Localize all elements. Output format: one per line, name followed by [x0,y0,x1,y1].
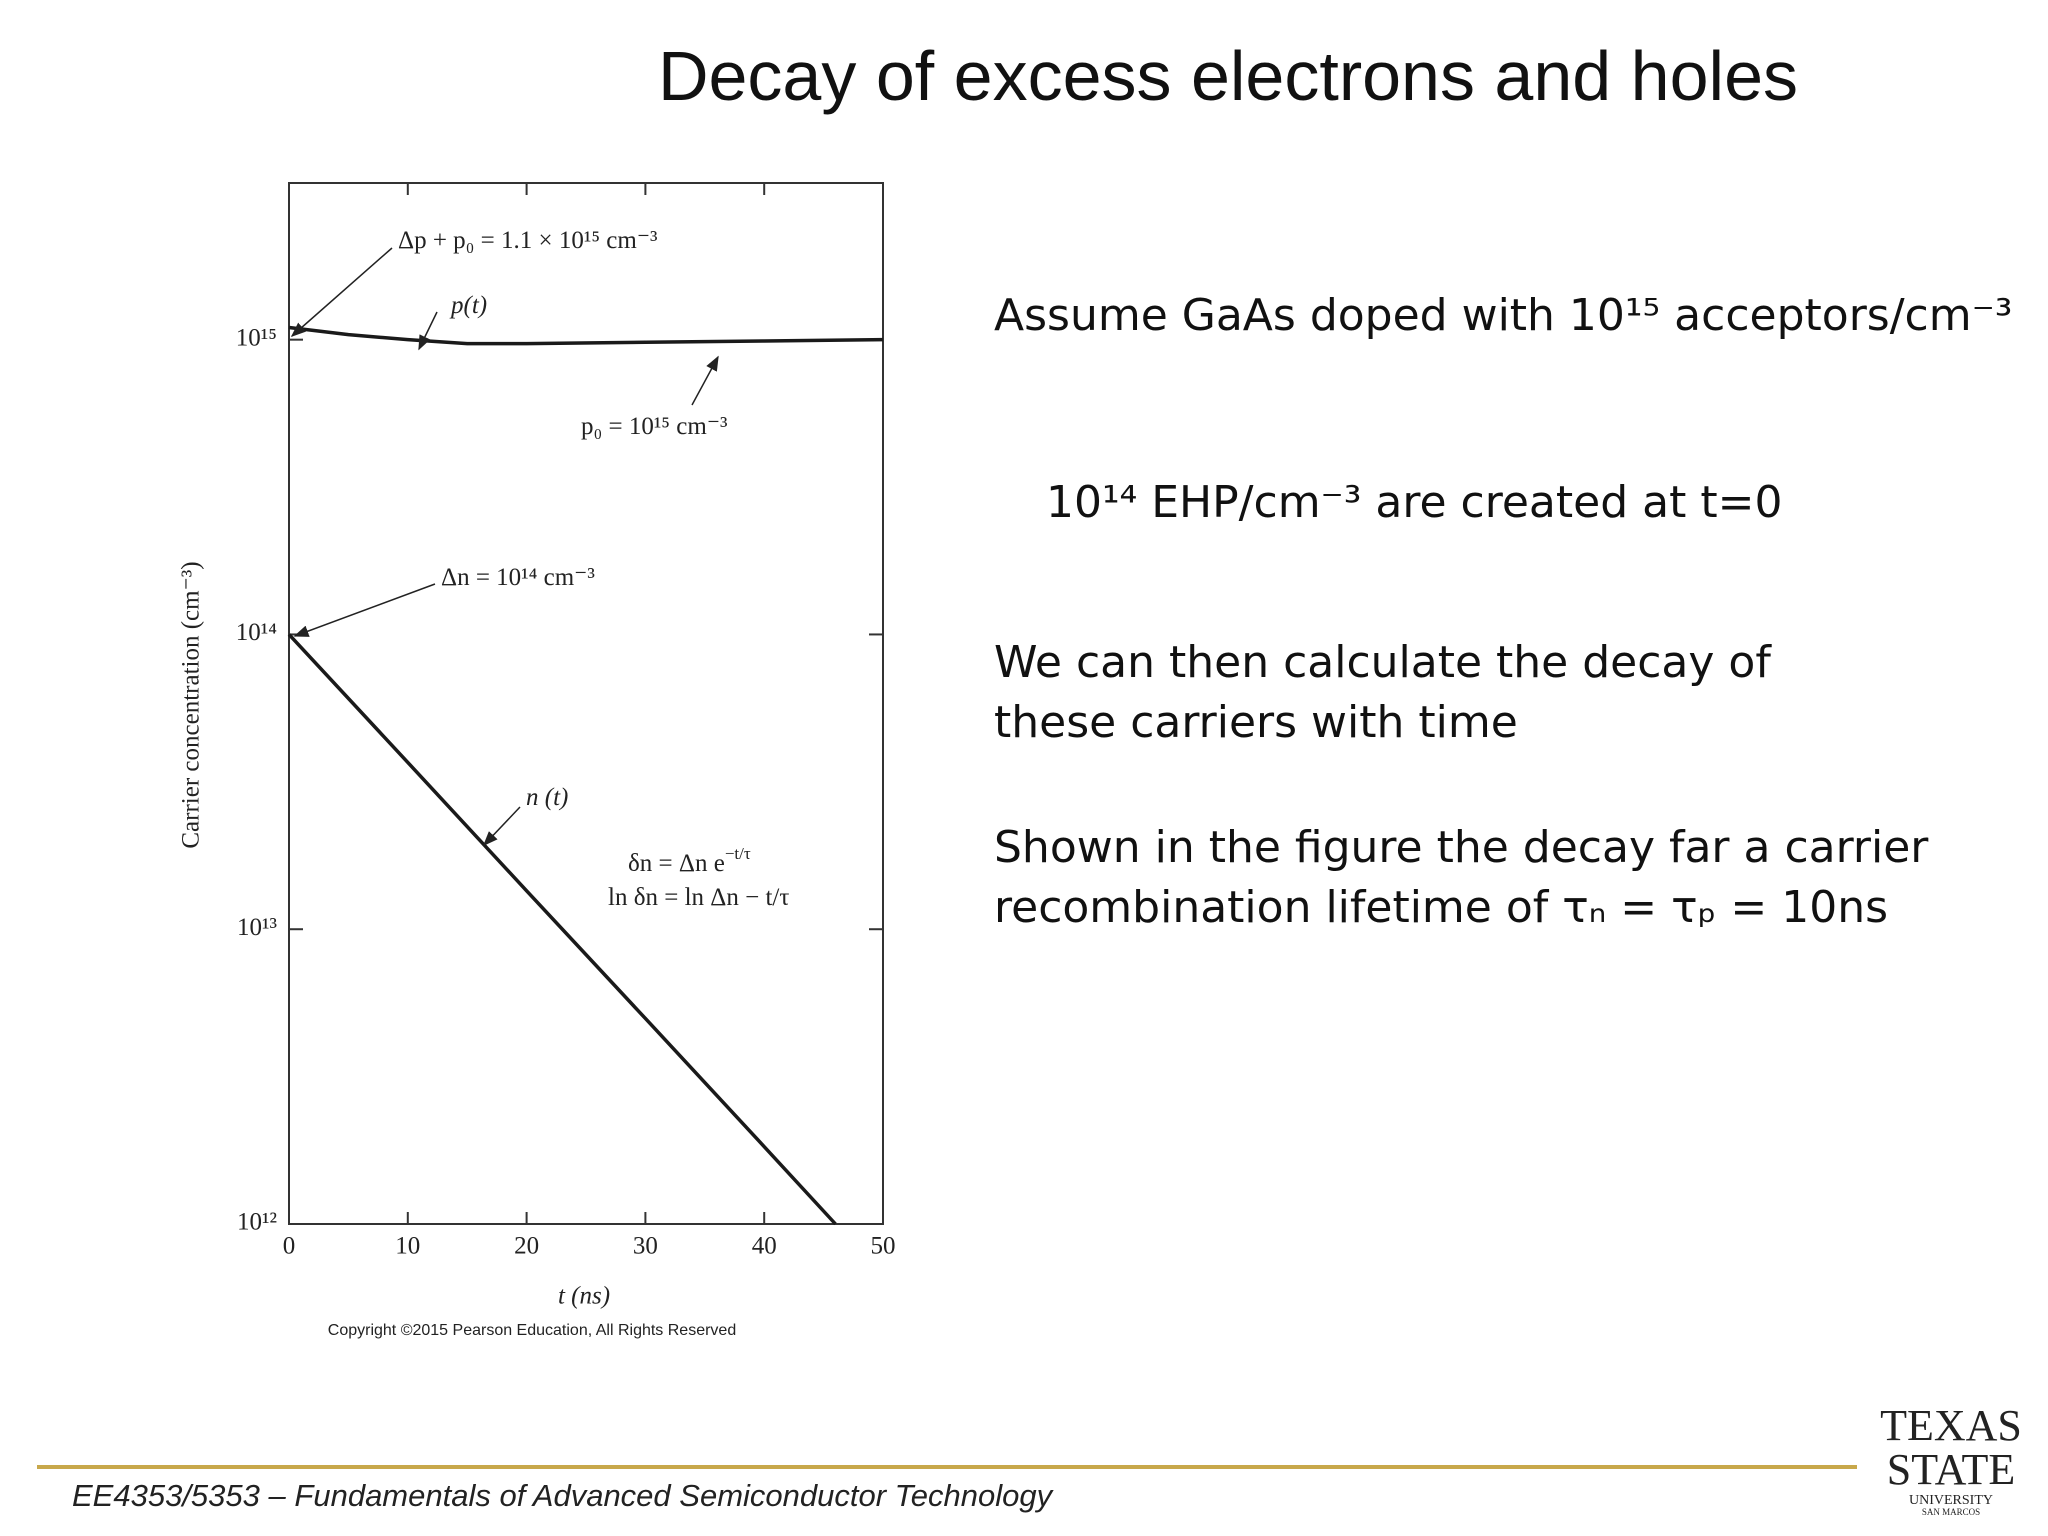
y-axis-label: Carrier concentration (cm⁻³) [178,561,205,848]
copyright: Copyright ©2015 Pearson Education, All R… [328,1322,736,1339]
slide-title: Decay of excess electrons and holes [657,37,1799,115]
annotation-text: Δp + p₀ = 1.1 × 10¹⁵ cm⁻³ [398,227,658,254]
x-tick-label: 0 [283,1233,296,1260]
x-tick-label: 30 [633,1233,658,1260]
text-paragraph: We can then calculate the decay of these… [994,637,1771,748]
y-tick-label: 10¹⁴ [236,619,277,646]
annotation: ln δn = ln Δn − t/τ [608,884,789,911]
annotation-text: n (t) [526,784,568,811]
annotation: Δn = 10¹⁴ cm⁻³ [441,564,595,591]
series-line [288,325,884,346]
annotation: p₀ = 10¹⁵ cm⁻³ [581,413,728,440]
x-tick-label: 50 [871,1233,896,1260]
x-tick-label: 40 [752,1233,777,1260]
annotation-arrow [691,355,719,406]
text-paragraph: Shown in the figure the decay far a carr… [994,822,1929,933]
series-line [287,633,837,1226]
text-line: Assume GaAs doped with 10¹⁵ acceptors/cm… [994,290,2013,341]
footer: EE4353/5353 – Fundamentals of Advanced S… [72,1478,1052,1514]
annotation-text: Δn = 10¹⁴ cm⁻³ [441,564,595,591]
annotation-arrow [293,583,436,637]
annotation-text: ln δn = ln Δn − t/τ [608,884,789,911]
annotation-text: δn = Δn e [628,850,725,877]
annotation-sup: −t/τ [725,844,751,863]
separator: – [268,1478,286,1513]
y-tick-label: 10¹² [237,1209,277,1236]
annotation-text: p₀ = 10¹⁵ cm⁻³ [581,413,728,440]
annotation: n (t) [526,784,568,811]
course-name: Fundamentals of Advanced Semiconductor T… [294,1478,1053,1513]
x-tick-label: 10 [395,1233,420,1260]
y-tick-label: 10¹³ [237,914,277,941]
annotation: δn = Δn e−t/τ [628,844,751,877]
annotation-text: p(t) [449,292,487,319]
annotation-arrow [418,311,438,351]
logo-line: SAN MARCOS [1921,1507,1981,1517]
text-line: 10¹⁴ EHP/cm⁻³ are created at t=0 [1046,477,1783,528]
annotation: Δp + p₀ = 1.1 × 10¹⁵ cm⁻³ [398,227,658,254]
course-code: EE4353/5353 [72,1478,260,1513]
x-tick-label: 20 [514,1233,539,1260]
annotation: p(t) [449,292,487,319]
x-axis-label: t (ns) [558,1283,610,1310]
logo-line: TEXAS [1880,1401,2022,1450]
logo-line: UNIVERSITY [1909,1493,1993,1508]
annotation-arrow [290,247,393,337]
logo-line: STATE [1886,1445,2016,1494]
y-tick-label: 10¹⁵ [236,324,277,351]
annotation-arrow [482,806,521,847]
plot-frame [288,182,884,1225]
